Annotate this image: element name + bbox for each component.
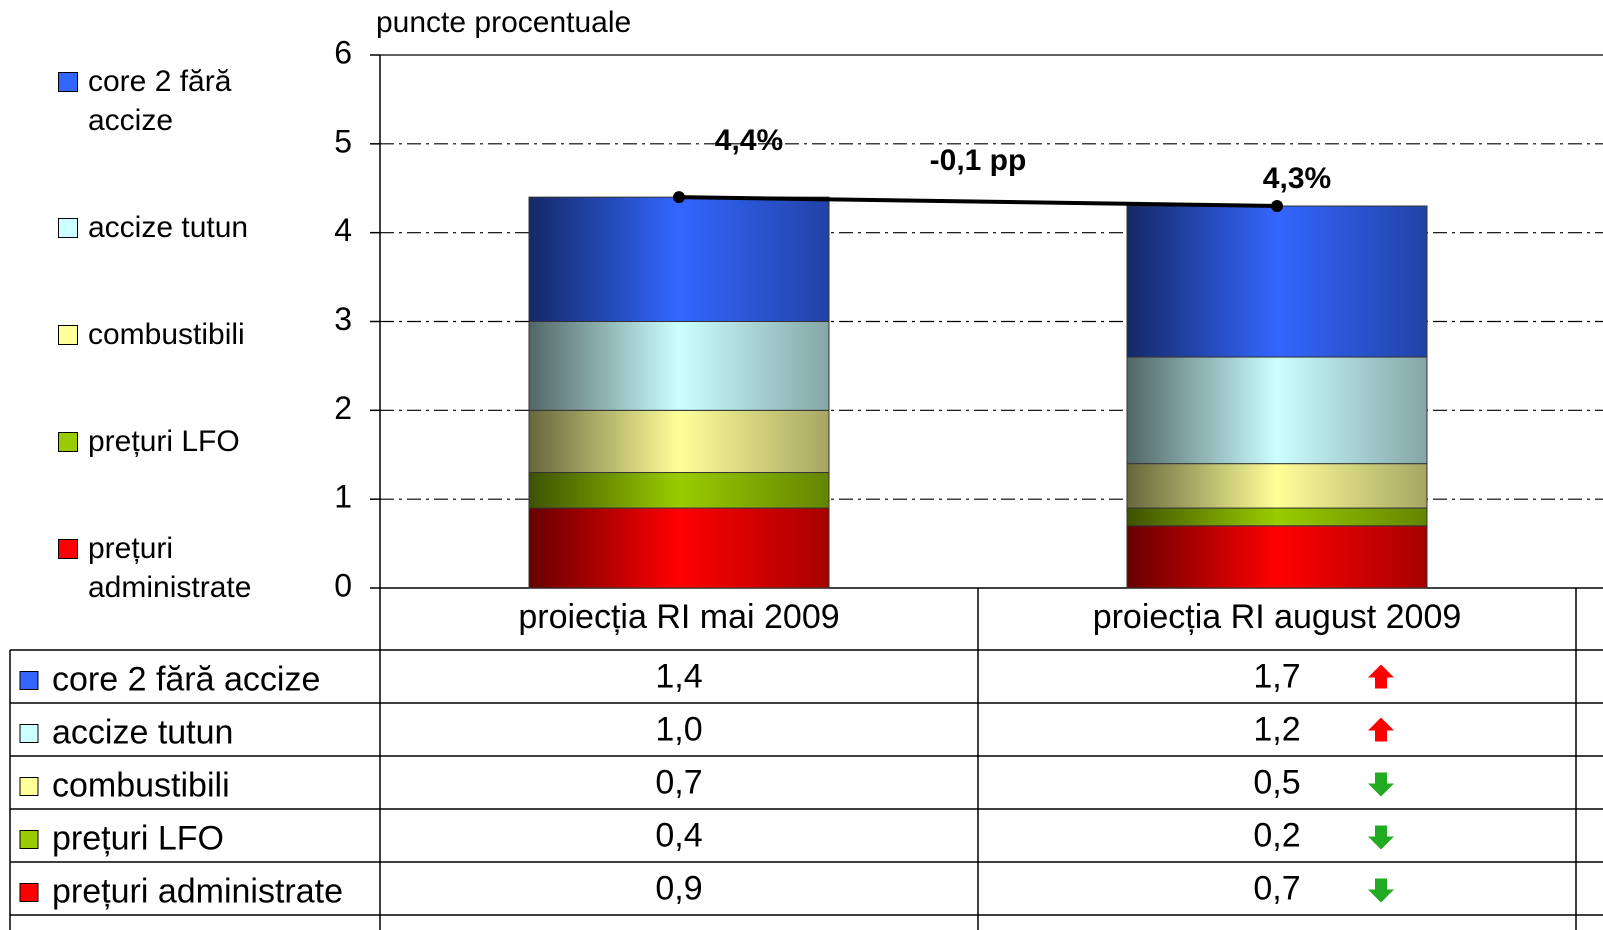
bar-shade [528,196,830,322]
total-label: 4,4% [715,124,783,157]
x-tick-label: proiecția RI mai 2009 [518,598,839,636]
annotation: -0,1 pp [930,144,1027,177]
y-tick-label: 5 [334,123,352,159]
legend-item: accize tutun [58,208,278,247]
legend: core 2 fără accize accize tutun combustibi… [58,62,278,607]
table-value: 0,7 [1253,869,1300,907]
bar-shade [528,409,830,474]
bar-shade [528,472,830,509]
x-tick-label: proiecția RI august 2009 [1093,598,1462,636]
table-row-label: combustibili [52,766,230,804]
total-line [678,195,1278,209]
bar-shade [1126,507,1428,527]
legend-label: prețuri administrate [88,532,252,604]
legend-item: combustibili [58,315,278,354]
table-swatch [19,777,39,796]
bar-shade [1126,356,1428,465]
table-value: 0,2 [1253,816,1300,854]
y-tick-label: 2 [334,390,352,426]
table-swatch [19,671,39,690]
arrow-up [1368,717,1394,742]
total-label: 4,3% [1263,162,1331,195]
legend-swatch [58,325,78,345]
legend-item: core 2 fără accize [58,62,278,140]
arrow-down [1368,825,1394,850]
y-axis-label: puncte procentuale [376,6,631,39]
legend-item: prețuri administrate [58,529,278,607]
y-tick-label: 6 [334,34,352,70]
total-point [673,191,685,204]
arrow-up [1368,664,1394,689]
table-swatch [19,724,39,743]
legend-label: accize tutun [88,211,249,244]
y-tick-label: 4 [334,212,352,248]
bar-shade [528,321,830,411]
table-row-label: accize tutun [52,713,233,751]
bar-shade [1126,525,1428,589]
legend-label: core 2 fără accize [88,65,232,137]
table-value: 1,7 [1253,657,1300,695]
table-value: 0,9 [655,869,702,907]
table-value: 0,7 [655,763,702,801]
legend-label: combustibili [88,318,245,351]
legend-swatch [58,539,78,559]
y-tick-label: 3 [334,301,352,337]
table-value: 0,4 [655,816,702,854]
table-row-label: core 2 fără accize [52,660,320,698]
bar-shade [528,507,830,589]
table-swatch [19,883,39,902]
table-value: 0,5 [1253,763,1300,801]
arrow-down [1368,772,1394,797]
legend-label: prețuri LFO [88,425,240,458]
legend-swatch [58,72,78,92]
arrow-down [1368,878,1394,903]
table-value: 1,0 [655,710,702,748]
table-swatch [19,830,39,849]
bar-shade [1126,205,1428,358]
y-tick-label: 0 [334,567,352,603]
table-row-label: prețuri LFO [52,819,224,857]
table-row-label: prețuri administrate [52,872,343,910]
table-value: 1,2 [1253,710,1300,748]
bar-shade [1126,463,1428,509]
table-value: 1,4 [655,657,702,695]
total-point [1271,200,1283,213]
legend-swatch [58,218,78,238]
legend-item: prețuri LFO [58,422,278,461]
y-tick-label: 1 [334,479,352,515]
legend-swatch [58,432,78,452]
